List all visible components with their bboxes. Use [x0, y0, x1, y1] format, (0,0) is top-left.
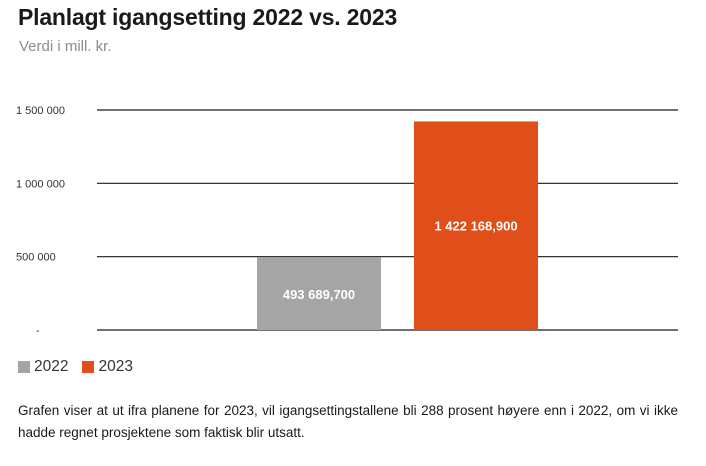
bar-chart: - 500 000 1 000 000 1 500 000 493 689,700 1 4… [16, 105, 678, 337]
y-tick-label-3: 1 500 000 [16, 105, 65, 117]
chart-subtitle: Verdi i mill. kr. [19, 38, 112, 55]
y-tick-label-2: 1 000 000 [16, 178, 65, 190]
chart-caption: Grafen viser at ut ifra planene for 2023… [18, 403, 678, 440]
y-tick-label-0: - [36, 325, 40, 337]
legend-item-2023: 2023 [82, 358, 133, 376]
data-label-2023: 1 422 168,900 [434, 219, 517, 234]
data-label-2022: 493 689,700 [283, 287, 355, 302]
legend-item-2022: 2022 [18, 358, 68, 376]
legend-swatch-2023 [82, 361, 95, 373]
chart-legend: 2022 2023 [18, 358, 147, 376]
legend-label-2023: 2023 [98, 358, 133, 375]
legend-label-2022: 2022 [34, 358, 69, 375]
legend-swatch-2022 [18, 361, 30, 373]
bar-2022 [257, 257, 381, 330]
y-tick-label-1: 500 000 [16, 252, 56, 264]
chart-title: Planlagt igangsetting 2022 vs. 2023 [18, 4, 398, 30]
bar-2023 [414, 121, 538, 331]
